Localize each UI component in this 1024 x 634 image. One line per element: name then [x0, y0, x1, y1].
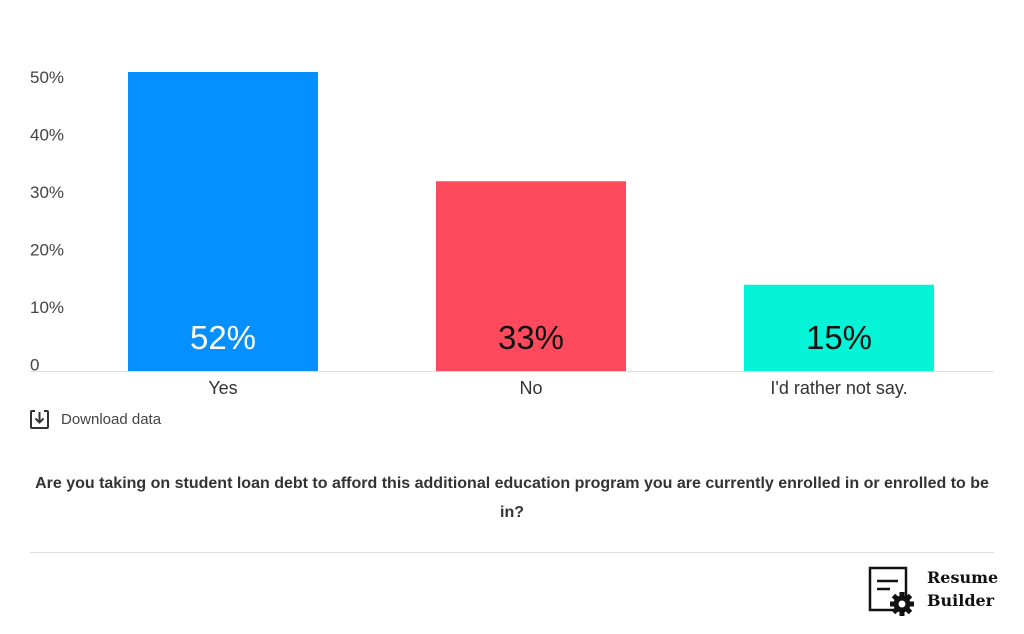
bar-value-label: 52% [190, 319, 256, 356]
chart-caption: Are you taking on student loan debt to a… [35, 475, 989, 521]
download-label: Download data [61, 411, 162, 428]
bar [128, 72, 318, 371]
x-tick-label: No [519, 378, 542, 398]
x-tick-label: Yes [208, 378, 237, 398]
y-tick-label: 40% [30, 125, 64, 144]
y-tick-label: 10% [30, 298, 64, 317]
logo-line-1: Resume [927, 568, 999, 587]
download-data-button[interactable]: Download data [29, 409, 161, 430]
bar [436, 181, 626, 371]
bar [744, 284, 934, 371]
download-icon [30, 410, 49, 429]
bar-value-label: 33% [498, 319, 564, 356]
y-tick-label: 30% [30, 183, 64, 202]
y-tick-label: 0 [30, 355, 39, 374]
bar-value-label: 15% [806, 319, 872, 356]
y-tick-label: 50% [30, 68, 64, 87]
resume-builder-logo[interactable]: Resume Builder [868, 566, 998, 618]
logo-line-2: Builder [927, 591, 995, 610]
resume-document-gear-icon [868, 566, 914, 616]
x-tick-label: I'd rather not say. [770, 378, 907, 398]
divider [30, 552, 994, 553]
y-tick-label: 20% [30, 240, 64, 259]
bar-chart: 0 10% 20% 30% 40% 50% 52% Yes 33% No 15% I'd rather… [30, 68, 994, 398]
